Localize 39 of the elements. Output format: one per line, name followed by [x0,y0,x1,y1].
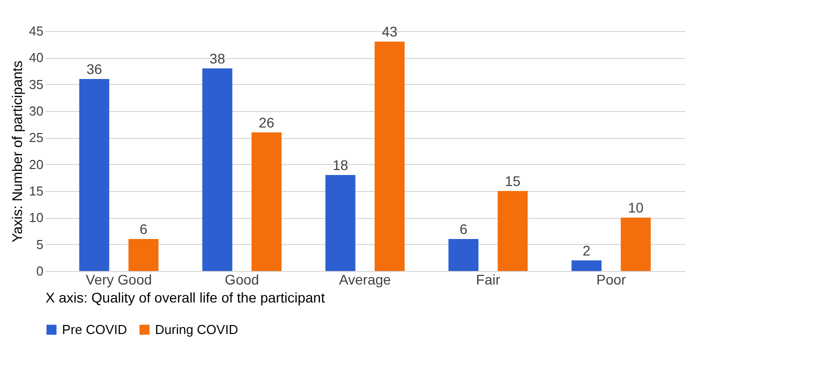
bar [252,132,282,271]
data-label: 26 [258,114,275,130]
x-tick-label: Very Good [86,272,152,288]
x-tick-label: Fair [476,272,500,288]
bar [374,42,405,271]
y-tick-label: 5 [36,236,44,252]
y-tick-label: 40 [29,50,44,66]
data-label: 36 [86,61,102,77]
y-tick-label: 0 [36,264,44,278]
x-axis-title: X axis: Quality of overall life of the participant [46,290,325,306]
data-label: 2 [582,242,591,258]
y-tick-label: 10 [29,210,44,226]
bar [202,68,232,271]
bar [498,191,528,271]
bar [128,239,158,271]
bar [448,239,478,271]
data-label: 18 [332,157,348,173]
x-tick-label: Poor [596,272,626,288]
y-tick-label: 15 [29,184,44,198]
bar [325,175,356,271]
bar [620,218,651,271]
x-tick-label: Average [339,272,392,288]
data-label: 10 [628,200,644,216]
y-tick-label: 20 [29,156,44,172]
y-tick-label: 45 [29,24,44,38]
y-tick-label: 30 [29,104,44,118]
legend-label: During COVID [155,322,238,337]
data-label: 38 [210,50,226,66]
data-label: 6 [460,221,468,237]
data-label: 43 [382,24,398,40]
y-tick-label: 35 [29,76,44,92]
x-tick-label: Good [224,272,260,288]
bar [79,79,110,271]
data-label: 6 [140,221,148,237]
y-axis-title: Yaxis: Number of participants [9,60,26,242]
bar [572,260,602,271]
data-label: 15 [504,173,521,189]
legend-label: Pre COVID [62,322,128,337]
y-tick-label: 25 [29,130,44,146]
